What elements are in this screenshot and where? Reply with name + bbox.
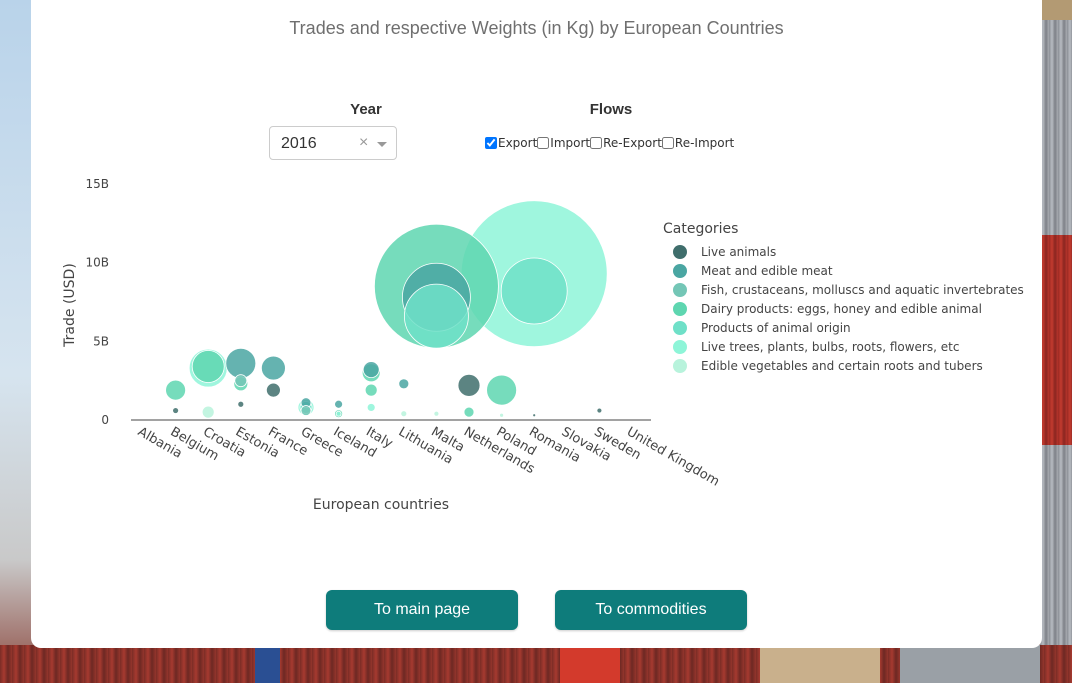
- bubble-point: [486, 374, 518, 406]
- bubble-point: [403, 283, 469, 349]
- bubble-point: [499, 412, 505, 418]
- legend-title: Categories: [663, 221, 738, 237]
- flow-export-checkbox[interactable]: [485, 137, 497, 149]
- bubble-point: [237, 400, 245, 408]
- y-tick-label: 15B: [85, 177, 109, 191]
- flow-re-export-label: Re-Export: [603, 136, 662, 150]
- background-container-grey: [900, 645, 1040, 683]
- chart-legend: Categories Live animals Meat and edible me…: [663, 221, 1024, 373]
- legend-item-label: Products of animal origin: [701, 321, 851, 335]
- bubble-point: [532, 413, 537, 418]
- legend-item-label: Meat and edible meat: [701, 264, 833, 278]
- clear-icon[interactable]: ×: [359, 134, 369, 151]
- bubble-point: [362, 361, 380, 379]
- y-tick-label: 10B: [85, 256, 109, 270]
- chevron-down-icon[interactable]: [377, 142, 387, 147]
- chart-axes: 0 5B 10B 15B Trade (USD) European countries: [62, 177, 651, 513]
- legend-marker: [673, 245, 687, 259]
- legend-marker: [673, 340, 687, 354]
- x-axis-title: European countries: [313, 497, 449, 513]
- bubble-point: [366, 403, 376, 412]
- flows-label: Flows: [589, 101, 633, 118]
- bubble-point: [172, 407, 180, 414]
- y-tick-label: 5B: [93, 334, 109, 348]
- legend-item-label: Live trees, plants, bulbs, roots, flower…: [701, 340, 959, 354]
- bubble-point: [260, 355, 286, 381]
- background-container-red: [1040, 235, 1072, 445]
- commodities-button[interactable]: To commodities: [555, 590, 747, 630]
- legend-marker: [673, 321, 687, 335]
- year-select[interactable]: 2016 ×: [269, 126, 397, 160]
- bubble-point: [191, 350, 225, 383]
- bubble-point: [335, 410, 342, 417]
- legend-item-label: Live animals: [701, 245, 776, 259]
- main-page-button[interactable]: To main page: [326, 590, 518, 630]
- flow-re-export-checkbox[interactable]: [590, 137, 603, 149]
- dashboard-card: Trades and respective Weights (in Kg) by…: [31, 0, 1042, 648]
- legend-item-label: Dairy products: eggs, honey and edible a…: [701, 302, 982, 316]
- bubble-point: [500, 257, 568, 325]
- legend-item-label: Edible vegetables and certain roots and …: [701, 359, 983, 373]
- legend-marker: [673, 264, 687, 278]
- bubble-point: [433, 410, 440, 417]
- bubble-point: [201, 405, 215, 419]
- year-label: Year: [350, 101, 382, 118]
- page-title: Trades and respective Weights (in Kg) by…: [289, 18, 784, 38]
- bubble-point: [300, 405, 312, 416]
- flow-import-checkbox[interactable]: [537, 137, 550, 149]
- flow-import-label: Import: [550, 136, 591, 150]
- background-container-row-bottom: [0, 645, 1072, 683]
- background-container-tan: [760, 645, 880, 683]
- flow-re-import-checkbox[interactable]: [661, 137, 674, 149]
- bubble-point: [398, 378, 410, 390]
- year-select-value: 2016: [281, 135, 317, 152]
- bubble-point: [234, 374, 248, 388]
- flow-re-import-label: Re-Import: [674, 136, 735, 150]
- bubble-point: [596, 407, 603, 414]
- bubble-chart: 0 5B 10B 15B Trade (USD) European countries A…: [62, 177, 1024, 513]
- bubble-point: [265, 382, 281, 398]
- background-container-stack-right: [1040, 0, 1072, 683]
- legend-marker: [673, 283, 687, 297]
- background-container-top: [1040, 0, 1072, 20]
- flows-checklist: Export Import Re-Export Re-Import: [485, 136, 734, 150]
- bubble-point: [457, 373, 481, 397]
- x-tick-labels: AlbaniaBelgiumCroatiaEstoniaFranceGreece…: [135, 424, 722, 489]
- legend-marker: [673, 359, 687, 373]
- flow-option-re-export[interactable]: Re-Export: [590, 136, 662, 150]
- flow-export-label: Export: [498, 136, 538, 150]
- bubble-point: [364, 383, 378, 397]
- flow-option-export[interactable]: Export: [485, 136, 537, 150]
- bubble-point: [334, 399, 344, 409]
- flow-option-re-import[interactable]: Re-Import: [661, 136, 735, 150]
- legend-marker: [673, 302, 687, 316]
- background-container-blue: [255, 645, 280, 683]
- bubble-point: [463, 406, 475, 418]
- bubble-point: [225, 347, 257, 379]
- background-container-red-bright: [560, 645, 620, 683]
- flow-option-import[interactable]: Import: [537, 136, 590, 150]
- y-tick-label: 0: [101, 413, 109, 427]
- legend-item-label: Fish, crustaceans, molluscs and aquatic …: [701, 283, 1024, 297]
- bubble-point: [400, 410, 408, 418]
- y-axis-title: Trade (USD): [62, 263, 78, 348]
- chart-bubbles: [165, 200, 608, 419]
- bubble-point: [165, 379, 187, 401]
